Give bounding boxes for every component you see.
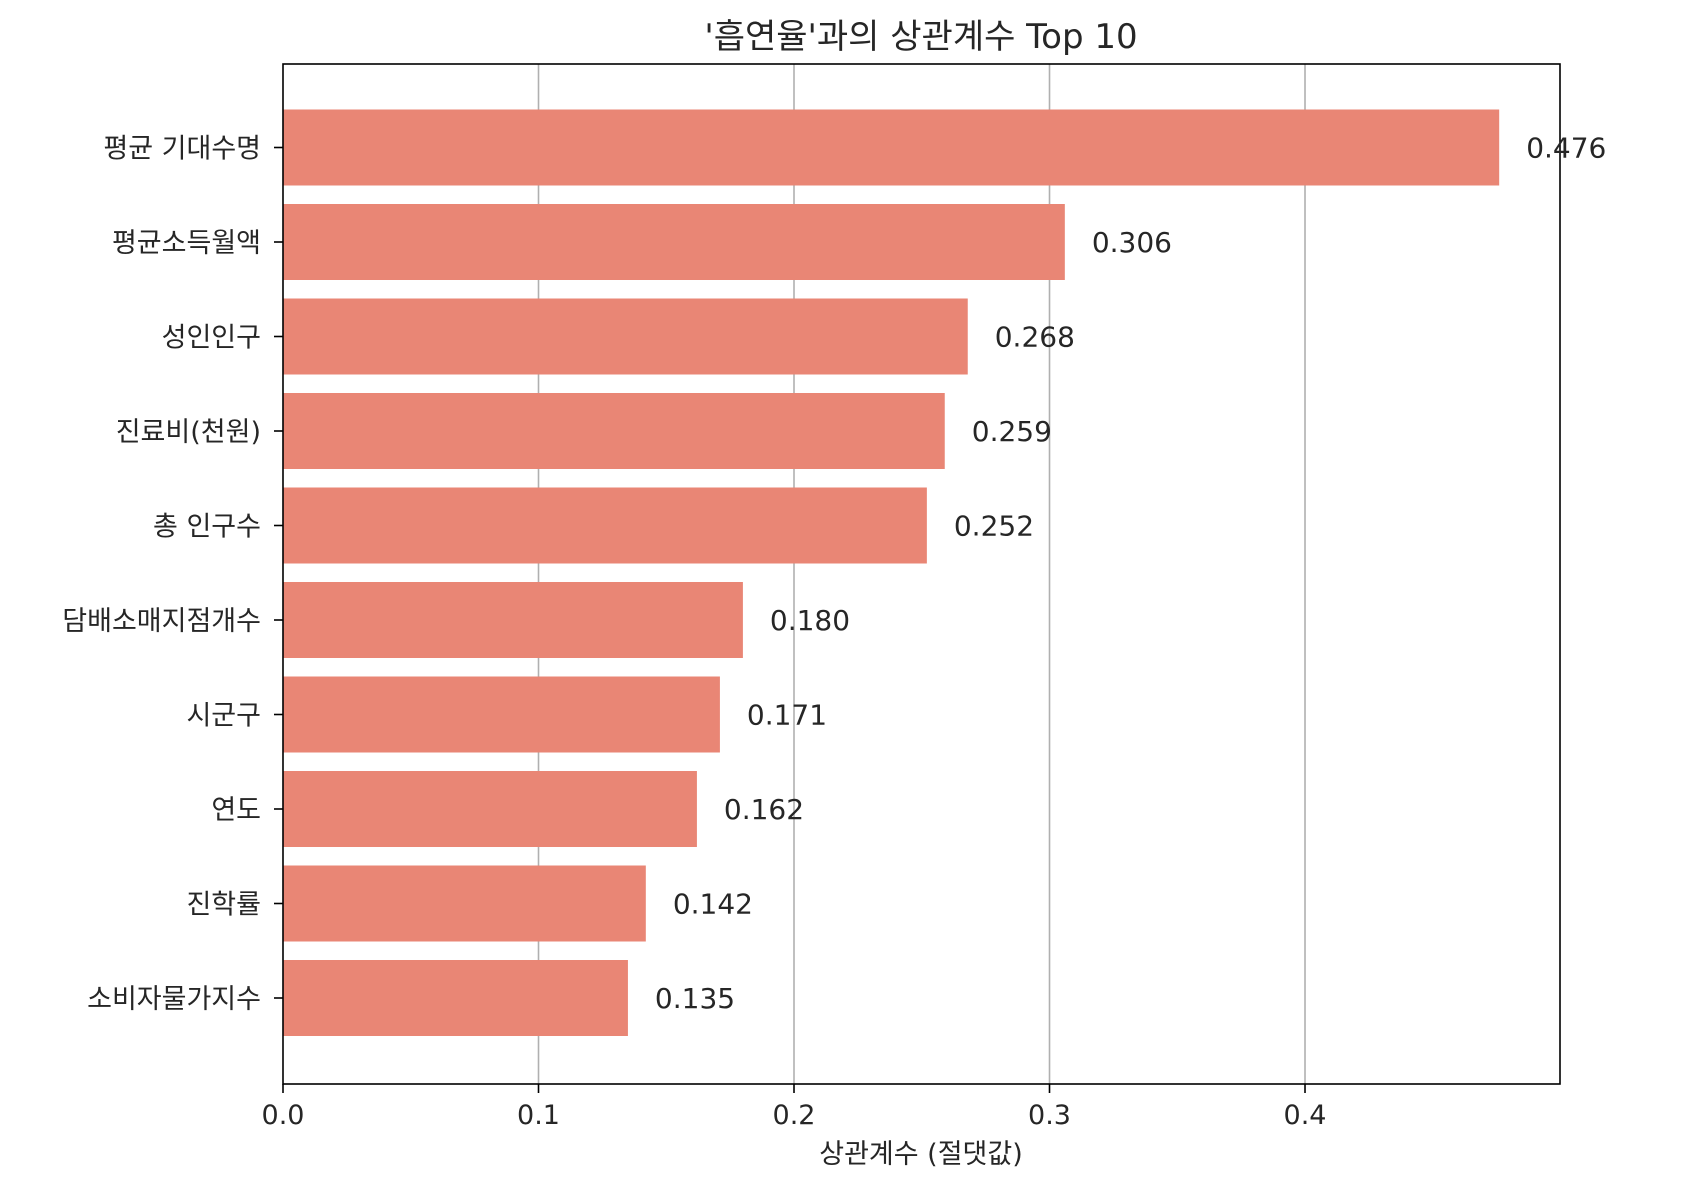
chart-title: '흡연율'과의 상관계수 Top 10 — [704, 17, 1137, 57]
data-label: 0.268 — [995, 321, 1075, 354]
data-label: 0.252 — [954, 510, 1034, 543]
x-tick-label: 0.2 — [773, 1100, 816, 1131]
x-axis-label: 상관계수 (절댓값) — [819, 1139, 1023, 1170]
value-labels: 0.476 0.306 0.268 0.259 0.252 0.180 0.171 0.162… — [655, 132, 1606, 1016]
data-label: 0.135 — [655, 982, 735, 1015]
bar — [283, 487, 927, 564]
plot-frame — [282, 63, 1561, 1085]
bar — [283, 960, 628, 1036]
x-tick-label: 0.0 — [262, 1100, 305, 1131]
y-tick-label: 성인인구 — [162, 323, 261, 354]
data-label: 0.162 — [724, 793, 804, 826]
x-tick-label: 0.4 — [1284, 1100, 1327, 1131]
x-tick-label: 0.3 — [1028, 1100, 1071, 1131]
y-tick-label: 진료비(천원) — [116, 417, 261, 448]
y-tick-label: 연도 — [211, 795, 261, 826]
bar — [283, 109, 1500, 186]
data-label: 0.180 — [770, 604, 850, 637]
bar — [283, 298, 968, 375]
bar — [283, 676, 720, 753]
y-tick-label: 평균 기대수명 — [103, 134, 261, 165]
y-tick-label: 진학률 — [186, 890, 261, 921]
data-label: 0.259 — [972, 415, 1052, 448]
bar — [283, 582, 743, 658]
data-label: 0.306 — [1092, 226, 1172, 259]
data-label: 0.476 — [1526, 132, 1606, 165]
data-label: 0.142 — [673, 888, 753, 921]
bar — [283, 393, 945, 469]
y-tick-label: 담배소매지점개수 — [62, 606, 261, 637]
bar — [283, 865, 646, 942]
data-label: 0.171 — [747, 699, 827, 732]
bar — [283, 204, 1065, 280]
x-axis-ticks: 0.0 0.1 0.2 0.3 0.4 — [262, 1084, 1327, 1131]
bars — [283, 109, 1500, 1036]
y-tick-label: 시군구 — [186, 701, 261, 732]
y-tick-label: 평균소득월액 — [112, 228, 261, 259]
x-tick-label: 0.1 — [517, 1100, 560, 1131]
bar — [283, 771, 697, 847]
y-tick-label: 총 인구수 — [153, 512, 261, 543]
y-tick-label: 소비자물가지수 — [87, 984, 261, 1015]
